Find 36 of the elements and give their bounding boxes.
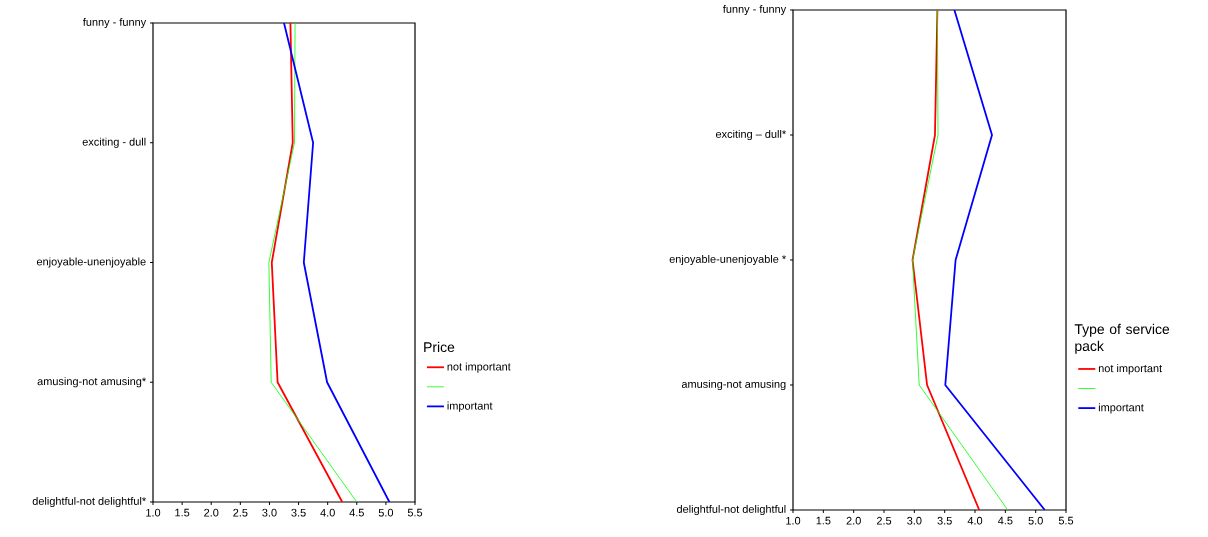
x-tick-label: 1.0	[146, 508, 161, 517]
legend-title: Price	[424, 341, 455, 353]
x-tick-label: 5.0	[378, 508, 394, 517]
legend-label: important	[447, 401, 493, 412]
y-tick-label: exciting - dull	[82, 137, 146, 148]
x-tick-label: 2.0	[204, 508, 219, 517]
y-tick-label: enjoyable-unenjoyable *	[669, 254, 786, 266]
x-tick-label: 4.0	[320, 508, 335, 517]
legend-label: not important	[1098, 364, 1163, 375]
y-tick-label: funny - funny	[82, 17, 147, 29]
x-tick-label: 5.5	[407, 508, 423, 517]
y-tick-label: funny - funny	[722, 4, 787, 16]
x-tick-label: 3.0	[262, 508, 277, 517]
y-tick-label: exciting – dull*	[715, 129, 786, 141]
y-tick-label: delightful-not delightful*	[32, 496, 146, 508]
x-tick-label: 5.5	[1058, 516, 1074, 525]
y-tick-label: delightful-not delightful	[676, 504, 786, 516]
legend-label: not important	[447, 362, 511, 373]
x-tick-label: 4.5	[997, 516, 1013, 525]
x-tick-label: 2.5	[233, 508, 248, 517]
x-tick-label: 4.0	[967, 516, 983, 525]
legend-title: Type of service pack	[1074, 323, 1170, 354]
x-tick-label: 3.5	[937, 516, 952, 525]
x-tick-label: 1.0	[786, 516, 801, 525]
y-tick-label: amusing-not amusing*	[37, 377, 146, 388]
x-tick-label: 3.5	[291, 508, 306, 517]
x-tick-label: 4.5	[349, 508, 364, 517]
x-tick-label: 1.5	[175, 508, 190, 517]
x-tick-label: 2.0	[846, 516, 861, 525]
x-tick-label: 2.5	[876, 516, 892, 525]
y-tick-label: amusing-not amusing	[681, 379, 786, 391]
x-tick-label: 5.0	[1028, 516, 1043, 525]
y-tick-label: enjoyable-unenjoyable	[36, 257, 146, 268]
x-tick-label: 3.0	[907, 516, 922, 525]
legend-label: important	[1098, 403, 1144, 414]
x-tick-label: 1.5	[816, 516, 831, 525]
